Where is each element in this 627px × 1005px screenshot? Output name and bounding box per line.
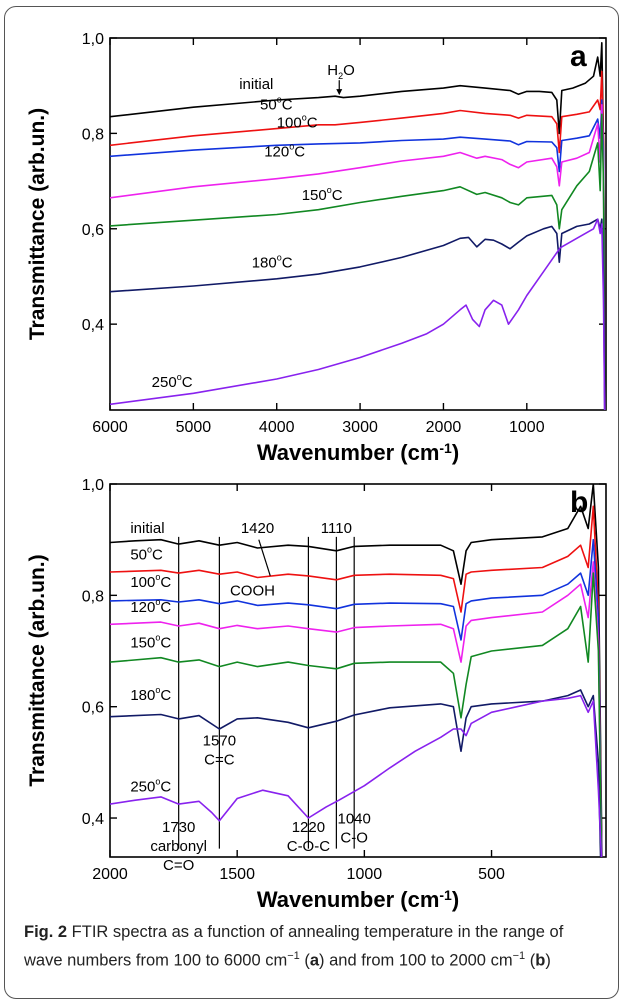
x-tick-label: 6000 xyxy=(92,419,128,436)
plot-frame xyxy=(109,483,607,858)
y-tick-label: 0,4 xyxy=(82,317,104,334)
y-tick-label: 0,6 xyxy=(82,700,104,717)
x-tick-label: 5000 xyxy=(176,419,212,436)
x-tick-label: 1000 xyxy=(509,419,545,436)
caption-part: −1 xyxy=(512,950,526,962)
caption-part: −1 xyxy=(287,950,300,962)
y-tick-label: 0,8 xyxy=(82,126,104,143)
annotation-arrowhead xyxy=(336,89,343,96)
y-tick-label: 0,4 xyxy=(82,811,104,828)
series-label: 180oC xyxy=(130,685,171,704)
y-tick-label: 1,0 xyxy=(82,31,104,48)
caption-label: Fig. 2 xyxy=(24,923,68,941)
x-tick-label: 1000 xyxy=(347,866,383,883)
peak-label: 1570 C=C xyxy=(203,733,236,769)
x-tick-label: 3000 xyxy=(342,419,378,436)
caption-part: ( xyxy=(299,951,310,970)
cooh-arrow xyxy=(258,539,271,577)
caption-part: b xyxy=(535,951,546,970)
caption-part: ( xyxy=(525,951,536,970)
panel-b: 2000 1500 1000 500 0,4 0,6 0,8 1,0 Wavenumber (c… xyxy=(26,477,607,912)
y-tick-label: 0,6 xyxy=(82,222,104,239)
series-line xyxy=(110,505,603,857)
panel-label: a xyxy=(570,40,587,73)
series-label: initial xyxy=(130,520,164,537)
series-label: 50oC xyxy=(130,545,163,564)
figure-frame xyxy=(4,6,619,999)
series-line xyxy=(110,42,606,410)
series-line xyxy=(110,694,603,857)
series-line xyxy=(110,538,603,857)
peak-label: 1730 carbonyl C=O xyxy=(150,819,207,874)
series-label: 100oC xyxy=(277,113,318,132)
panel-label: b xyxy=(570,486,588,519)
series-label: 120oC xyxy=(264,141,305,160)
peak-label: COOH xyxy=(230,582,275,599)
plot-frame xyxy=(109,37,607,411)
series-line xyxy=(110,218,606,410)
x-tick-label: 2000 xyxy=(92,866,128,883)
series-line xyxy=(110,70,606,410)
series-line xyxy=(110,689,602,857)
series-line xyxy=(110,99,606,410)
y-tick-label: 0,8 xyxy=(82,588,104,605)
series-line xyxy=(110,561,603,857)
series-line xyxy=(110,104,606,410)
series-label: 100oC xyxy=(130,572,171,591)
peak-label: 1040 C-O xyxy=(337,811,370,847)
x-tick-label: 500 xyxy=(478,866,505,883)
series-line xyxy=(110,218,606,410)
figure-caption: Fig. 2 FTIR spectra as a function of ann… xyxy=(24,920,604,973)
series-label: 50oC xyxy=(260,95,293,114)
peak-label: 1220 C-O-C xyxy=(287,819,330,855)
caption-part: FTIR spectra as a function of annealing … xyxy=(24,923,564,970)
series-label: 150oC xyxy=(130,633,171,652)
y-axis-label: Transmittance (arb.un.) xyxy=(26,108,49,340)
caption-part: ) and from 100 to 2000 cm xyxy=(319,951,513,970)
panel-a: 6000 5000 4000 3000 2000 1000 0,4 0,6 0,8 1,0 Wave… xyxy=(26,31,607,465)
y-axis-label: Transmittance (arb.un.) xyxy=(26,554,49,786)
peak-label: 1110 xyxy=(321,520,352,537)
x-tick-label: 2000 xyxy=(426,419,462,436)
series-line xyxy=(110,484,603,857)
series-line xyxy=(110,113,606,410)
caption-part: a xyxy=(309,951,320,970)
series-label: 120oC xyxy=(130,597,171,616)
x-axis-label: Wavenumber (cm-1) xyxy=(257,887,459,912)
series-line xyxy=(110,572,603,857)
x-tick-label: 4000 xyxy=(259,419,295,436)
x-axis-label: Wavenumber (cm-1) xyxy=(257,440,459,465)
series-label: 250oC xyxy=(152,372,193,391)
x-tick-label: 1500 xyxy=(219,866,255,883)
series-label: initial xyxy=(239,76,273,93)
y-tick-label: 1,0 xyxy=(82,477,104,494)
series-label: 250oC xyxy=(130,776,171,795)
series-label: 150oC xyxy=(302,185,343,204)
series-label: 180oC xyxy=(252,252,293,271)
peak-label: 1420 xyxy=(241,520,274,537)
caption-part: ) xyxy=(545,951,551,970)
annotation-label: H2O xyxy=(327,62,355,81)
